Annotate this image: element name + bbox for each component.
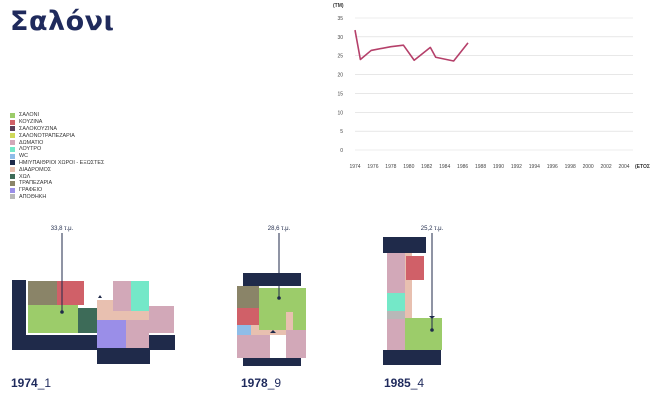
legend-item: ΣΑΛΟΚΟΥΖΙΝΑ bbox=[10, 126, 104, 133]
legend-label: ΣΑΛΟΝΟΤΡΑΠΕΖΑΡΙΑ bbox=[19, 132, 75, 139]
plan-label-1985: 1985_4 bbox=[384, 376, 424, 390]
plan-label-1974: 1974_1 bbox=[11, 376, 51, 390]
legend-label: ΔΩΜΑΤΙΟ bbox=[19, 139, 44, 146]
y-tick-label: 25 bbox=[337, 54, 343, 60]
y-tick-label: 10 bbox=[337, 110, 343, 116]
legend-item: WC bbox=[10, 153, 104, 160]
x-tick-label: 2004 bbox=[618, 164, 629, 170]
x-tick-label: 2002 bbox=[601, 164, 612, 170]
legend-item: ΛΟΥΤΡΟ bbox=[10, 146, 104, 153]
area-label-1978: 28,6 τ.μ. bbox=[268, 226, 291, 232]
area-label-1974: 33,8 τ.μ. bbox=[51, 226, 74, 232]
x-tick-label: 1978 bbox=[385, 164, 396, 170]
plan-number: _1 bbox=[37, 376, 52, 390]
legend-swatch bbox=[10, 160, 15, 166]
legend-swatch bbox=[10, 119, 15, 125]
legend-item: ΤΡΑΠΕΖΑΡΙΑ bbox=[10, 180, 104, 187]
legend-swatch bbox=[10, 146, 15, 152]
plan-label-1978: 1978_9 bbox=[241, 376, 281, 390]
legend-item: ΔΩΜΑΤΙΟ bbox=[10, 139, 104, 146]
area-line-chart: 0 5 10 15 20 25 30 35 (ΤΜ) 1974 1976 1978 1980 1982 19… bbox=[333, 3, 650, 170]
y-tick-label: 15 bbox=[337, 91, 343, 97]
floor-plan-1974 bbox=[12, 280, 175, 364]
x-tick-label: 2000 bbox=[583, 164, 594, 170]
x-tick-label: 1990 bbox=[493, 164, 504, 170]
legend-label: ΔΙΑΔΡΟΜΟΣ bbox=[19, 166, 52, 173]
legend-swatch bbox=[10, 140, 15, 146]
legend-swatch bbox=[10, 133, 15, 139]
y-tick-label: 5 bbox=[340, 129, 343, 135]
legend-swatch bbox=[10, 153, 15, 159]
legend-label: ΤΡΑΠΕΖΑΡΙΑ bbox=[19, 180, 53, 187]
legend-swatch bbox=[10, 112, 15, 118]
room-type-legend: ΣΑΛΟΝΙ ΚΟΥΖΙΝΑ ΣΑΛΟΚΟΥΖΙΝΑ ΣΑΛΟΝΟΤΡΑΠΕΖΑΡΙΑ… bbox=[10, 112, 104, 200]
plan-number: _4 bbox=[410, 376, 425, 390]
legend-item: ΔΙΑΔΡΟΜΟΣ bbox=[10, 166, 104, 173]
x-tick-label: 1998 bbox=[565, 164, 576, 170]
x-axis-label: (ΕΤΟΣ bbox=[635, 164, 650, 170]
x-tick-label: 1980 bbox=[403, 164, 414, 170]
x-tick-label: 1994 bbox=[529, 164, 540, 170]
y-axis-label: (ΤΜ) bbox=[333, 3, 344, 9]
legend-swatch bbox=[10, 174, 15, 180]
page-title: Σαλόνι bbox=[10, 6, 115, 37]
y-tick-label: 0 bbox=[340, 148, 343, 154]
legend-label: ΣΑΛΟΝΙ bbox=[19, 112, 39, 119]
x-tick-label: 1996 bbox=[547, 164, 558, 170]
legend-item: ΣΑΛΟΝΟΤΡΑΠΕΖΑΡΙΑ bbox=[10, 132, 104, 139]
legend-swatch bbox=[10, 187, 15, 193]
x-tick-label: 1988 bbox=[475, 164, 486, 170]
y-tick-label: 20 bbox=[337, 73, 343, 79]
floor-plan-1978 bbox=[237, 273, 306, 366]
floor-plan-1985 bbox=[383, 237, 442, 365]
legend-label: WC bbox=[19, 153, 28, 160]
x-tick-label: 1992 bbox=[511, 164, 522, 170]
plan-number: _9 bbox=[267, 376, 282, 390]
legend-label: ΧΩΛ bbox=[19, 173, 31, 180]
legend-label: ΑΠΟΘΗΚΗ bbox=[19, 193, 47, 200]
y-tick-label: 30 bbox=[337, 35, 343, 41]
legend-item: ΧΩΛ bbox=[10, 173, 104, 180]
legend-swatch bbox=[10, 194, 15, 200]
legend-swatch bbox=[10, 126, 15, 132]
x-tick-label: 1986 bbox=[457, 164, 468, 170]
legend-label: ΓΡΑΦΕΙΟ bbox=[19, 187, 43, 194]
legend-item: ΓΡΑΦΕΙΟ bbox=[10, 187, 104, 194]
plan-year: 1978 bbox=[241, 376, 268, 390]
x-tick-label: 1982 bbox=[421, 164, 432, 170]
legend-label: ΛΟΥΤΡΟ bbox=[19, 146, 42, 153]
plan-year: 1974 bbox=[11, 376, 38, 390]
x-tick-label: 1984 bbox=[439, 164, 450, 170]
x-tick-label: 1976 bbox=[367, 164, 378, 170]
legend-label: ΚΟΥΖΙΝΑ bbox=[19, 119, 43, 126]
legend-label: ΣΑΛΟΚΟΥΖΙΝΑ bbox=[19, 125, 57, 132]
legend-swatch bbox=[10, 180, 15, 186]
x-tick-label: 1974 bbox=[349, 164, 360, 170]
plan-year: 1985 bbox=[384, 376, 411, 390]
area-label-1985: 25,2 τ.μ. bbox=[421, 226, 444, 232]
legend-item: ΑΠΟΘΗΚΗ bbox=[10, 194, 104, 201]
legend-label: ΗΜΙΥΠΑΙΘΡΙΟΙ ΧΩΡΟΙ - ΕΞΩΣΤΕΣ bbox=[19, 159, 105, 166]
legend-item: ΣΑΛΟΝΙ bbox=[10, 112, 104, 119]
legend-item: ΗΜΙΥΠΑΙΘΡΙΟΙ ΧΩΡΟΙ - ΕΞΩΣΤΕΣ bbox=[10, 160, 104, 167]
legend-item: ΚΟΥΖΙΝΑ bbox=[10, 119, 104, 126]
y-tick-label: 35 bbox=[337, 16, 343, 22]
series-line bbox=[354, 29, 469, 62]
legend-swatch bbox=[10, 167, 15, 173]
